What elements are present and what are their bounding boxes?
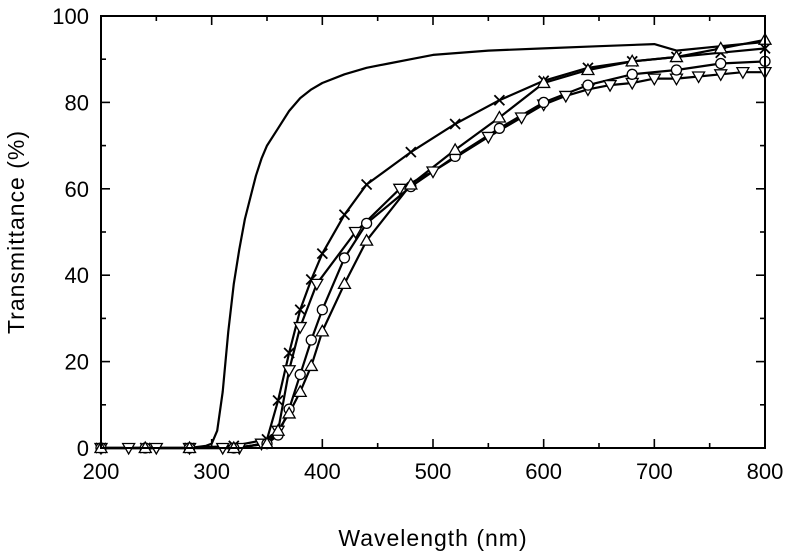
triangle-up-marker [492, 110, 507, 123]
circle-marker [360, 217, 373, 230]
triangle-up-marker [448, 142, 463, 156]
series-layer [99, 38, 767, 450]
ticks-layer: 200 300 400 500 600 700 800 0 20 40 60 80 100 [52, 4, 783, 484]
y-tick-label: 100 [52, 4, 89, 29]
series-line-2 [99, 47, 767, 450]
circle-marker [715, 57, 727, 70]
triangle-down-marker [558, 90, 573, 104]
triangle-up-marker [293, 384, 308, 397]
triangle-up-marker [359, 233, 374, 246]
triangle-up-marker [282, 406, 297, 419]
triangle-down-marker [348, 226, 363, 240]
triangle-up-marker [625, 54, 640, 67]
triangle-down-marker [282, 365, 297, 378]
x-marker [493, 94, 506, 106]
series-line-3 [99, 71, 767, 450]
triangle-down-marker [425, 166, 441, 179]
series-line-1 [99, 40, 767, 450]
triangle-up-marker [403, 177, 418, 190]
x-marker [283, 347, 295, 359]
markers-layer [93, 32, 773, 456]
circle-marker [338, 252, 351, 264]
x-marker [360, 178, 373, 191]
triangle-down-marker [713, 69, 728, 82]
x-tick-label: 700 [636, 459, 673, 484]
x-tick-label: 600 [525, 459, 562, 484]
x-marker [338, 209, 351, 221]
x-marker [405, 146, 417, 158]
triangle-down-marker [647, 73, 662, 86]
series-line-4 [99, 60, 767, 450]
y-tick-label: 0 [77, 436, 89, 461]
y-axis-label: Transmittance (%) [3, 130, 29, 334]
triangle-down-marker [735, 67, 750, 80]
y-tick-label: 80 [65, 90, 89, 115]
triangle-up-marker [337, 276, 352, 289]
triangle-down-marker [293, 321, 308, 335]
y-tick-label: 60 [65, 177, 89, 202]
x-tick-label: 200 [83, 459, 120, 484]
circle-marker [538, 96, 550, 109]
x-marker [449, 118, 461, 130]
triangle-up-marker [713, 41, 728, 54]
triangle-down-marker [481, 131, 496, 145]
x-tick-label: 300 [193, 459, 230, 484]
x-tick-label: 400 [304, 459, 341, 484]
x-marker [294, 304, 306, 316]
series-line-5 [99, 38, 767, 450]
circle-marker [626, 68, 638, 80]
triangle-up-marker [270, 423, 286, 436]
x-axis-label: Wavelength (nm) [338, 525, 527, 551]
triangle-down-marker [309, 278, 324, 292]
triangle-up-marker [580, 62, 596, 76]
triangle-up-marker [669, 49, 684, 63]
circle-marker [582, 79, 594, 91]
circle-marker [294, 368, 306, 381]
x-marker [272, 394, 284, 407]
circle-marker [493, 122, 506, 134]
y-tick-label: 40 [65, 263, 89, 288]
x-tick-label: 500 [415, 459, 452, 484]
plot-frame [100, 15, 766, 449]
x-tick-label: 800 [747, 459, 784, 484]
triangle-up-marker [536, 75, 551, 89]
y-tick-label: 20 [65, 350, 89, 375]
circle-marker [305, 334, 317, 346]
circle-marker [316, 304, 328, 316]
triangle-up-marker [304, 358, 319, 372]
triangle-down-marker [602, 79, 618, 93]
triangle-up-marker [315, 324, 330, 337]
triangle-down-marker [691, 71, 706, 84]
triangle-down-marker [392, 183, 407, 197]
circle-marker [670, 64, 683, 76]
x-marker [316, 247, 328, 260]
triangle-down-marker [514, 112, 529, 125]
